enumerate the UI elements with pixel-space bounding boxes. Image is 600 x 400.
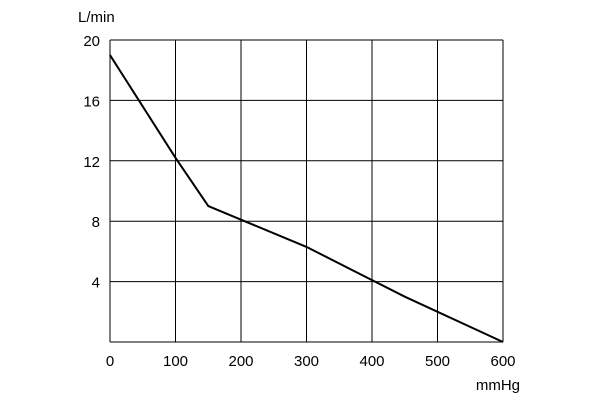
x-tick-label: 500 xyxy=(425,353,450,370)
y-axis-label: L/min xyxy=(78,9,115,26)
x-tick-labels: 0 100 200 300 400 500 600 xyxy=(106,353,516,370)
y-tick-label: 8 xyxy=(92,214,100,231)
grid xyxy=(109,39,504,343)
x-axis-label: mmHg xyxy=(476,377,520,394)
x-tick-label: 0 xyxy=(106,353,114,370)
x-tick-label: 300 xyxy=(294,353,319,370)
y-tick-label: 12 xyxy=(83,154,100,171)
x-tick-label: 600 xyxy=(490,353,515,370)
y-tick-label: 16 xyxy=(83,93,100,110)
x-tick-label: 100 xyxy=(163,353,188,370)
y-tick-label: 20 xyxy=(83,33,100,50)
x-tick-label: 400 xyxy=(359,353,384,370)
y-tick-label: 4 xyxy=(92,275,100,292)
series-group xyxy=(109,54,504,343)
series-line xyxy=(109,54,504,343)
y-tick-labels: 4 8 12 16 20 xyxy=(83,33,100,292)
x-tick-label: 200 xyxy=(228,353,253,370)
